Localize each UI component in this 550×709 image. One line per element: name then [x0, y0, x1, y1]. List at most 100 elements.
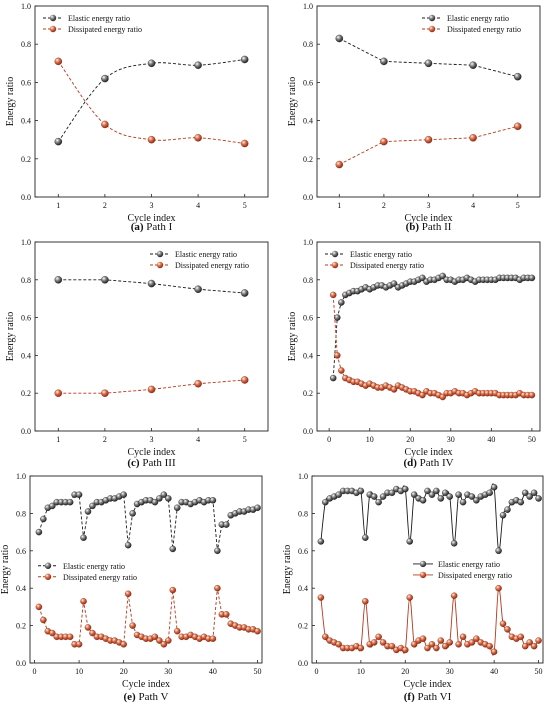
data-point — [335, 160, 344, 169]
data-point — [101, 389, 109, 397]
data-point — [194, 61, 202, 69]
data-point — [375, 633, 382, 641]
series-line — [58, 279, 245, 294]
data-point — [101, 276, 109, 284]
x-tick-label: 0 — [32, 667, 36, 676]
legend-label: Dissipated energy ratio — [447, 25, 521, 34]
y-tick-label: 0.2 — [16, 622, 26, 631]
series-line — [57, 61, 245, 144]
data-point — [380, 57, 388, 66]
x-tick-label: 40 — [209, 667, 217, 676]
x-tick-label: 1 — [56, 201, 60, 210]
y-tick-label: 0.2 — [298, 622, 308, 631]
x-tick-label: 3 — [150, 435, 154, 444]
data-point — [223, 521, 230, 528]
x-axis-label: Cycle index — [404, 447, 452, 458]
x-tick-label: 5 — [243, 201, 247, 210]
data-point — [66, 633, 74, 641]
data-point — [147, 279, 156, 288]
data-point — [335, 641, 342, 648]
data-point — [357, 487, 365, 495]
data-point — [254, 504, 261, 512]
y-tick-label: 0.8 — [21, 276, 31, 285]
series-elastic — [35, 491, 261, 555]
x-tick-label: 0 — [327, 435, 331, 444]
x-tick-label: 40 — [487, 435, 495, 444]
data-point — [419, 391, 426, 399]
data-point — [54, 389, 63, 397]
data-point — [370, 639, 378, 646]
data-point — [120, 641, 127, 648]
panels: 1 2 3 4 5 0.0 0.2 0.4 0.6 0.8 1.0 Cycle index Energy… — [0, 2, 544, 703]
data-point — [513, 72, 522, 81]
plot-frame — [311, 475, 544, 664]
data-point — [495, 547, 502, 555]
legend-marker — [419, 571, 427, 579]
legend-marker — [428, 14, 436, 22]
data-point — [89, 629, 96, 637]
data-point — [439, 393, 446, 401]
y-tick-label: 0.6 — [21, 314, 31, 323]
data-point — [151, 498, 159, 506]
x-tick-label: 5 — [243, 435, 247, 444]
data-point — [535, 637, 542, 644]
legend-marker — [49, 25, 57, 33]
data-point — [428, 641, 436, 648]
data-point — [223, 611, 230, 618]
data-point — [329, 291, 337, 299]
data-point — [455, 641, 462, 648]
data-point — [129, 510, 136, 517]
data-point — [419, 497, 427, 504]
y-axis-label: Energy ratio — [287, 312, 298, 362]
data-point — [335, 491, 342, 498]
data-point — [124, 590, 132, 598]
panel-caption-letter: (b) — [406, 221, 420, 233]
data-point — [317, 538, 325, 545]
data-point — [173, 504, 181, 512]
legend-label: Elastic energy ratio — [350, 250, 412, 259]
y-axis-label: Energy ratio — [5, 77, 16, 127]
y-tick-label: 0.0 — [303, 193, 313, 202]
panel-caption: (b) Path II — [406, 221, 452, 233]
data-point — [169, 586, 177, 594]
data-point — [388, 642, 396, 650]
data-point — [437, 637, 445, 644]
data-point — [535, 495, 542, 502]
data-point — [362, 598, 369, 605]
data-point — [530, 642, 538, 650]
panel-e: 0 10 20 30 40 50 0.0 0.2 0.4 0.6 0.8 1.0 Cycle index… — [0, 472, 263, 703]
y-tick-label: 1.0 — [21, 238, 31, 247]
data-point — [486, 642, 493, 650]
data-point — [468, 493, 476, 500]
data-point — [338, 299, 345, 306]
panel-caption: (c) Path III — [127, 457, 176, 469]
legend-label: Dissipated energy ratio — [63, 573, 137, 582]
series-line — [57, 59, 245, 142]
data-point — [410, 641, 418, 648]
series-dissipated — [335, 122, 522, 169]
y-tick-label: 1.0 — [303, 238, 313, 247]
data-point — [194, 134, 202, 142]
data-point — [49, 629, 56, 637]
data-point — [89, 502, 96, 510]
panel-caption-text: Path VI — [415, 691, 452, 703]
data-point — [437, 495, 445, 502]
x-tick-label: 4 — [471, 201, 475, 210]
data-point — [151, 633, 159, 641]
y-tick-label: 1.0 — [298, 472, 308, 481]
data-point — [513, 122, 522, 131]
data-point — [160, 491, 168, 498]
y-tick-label: 0.2 — [21, 155, 31, 164]
x-tick-label: 20 — [401, 667, 409, 676]
x-tick-label: 10 — [366, 435, 374, 444]
data-point — [194, 285, 202, 293]
y-tick-label: 0.4 — [303, 117, 313, 126]
y-tick-label: 0.0 — [21, 193, 31, 202]
data-point — [54, 57, 63, 66]
data-point — [334, 314, 341, 321]
series-dissipated — [329, 291, 536, 401]
y-axis-label: Energy ratio — [282, 545, 293, 595]
panel-caption: (f) Path VI — [404, 691, 452, 703]
data-point — [240, 289, 249, 297]
x-axis-label: Cycle index — [127, 447, 175, 458]
